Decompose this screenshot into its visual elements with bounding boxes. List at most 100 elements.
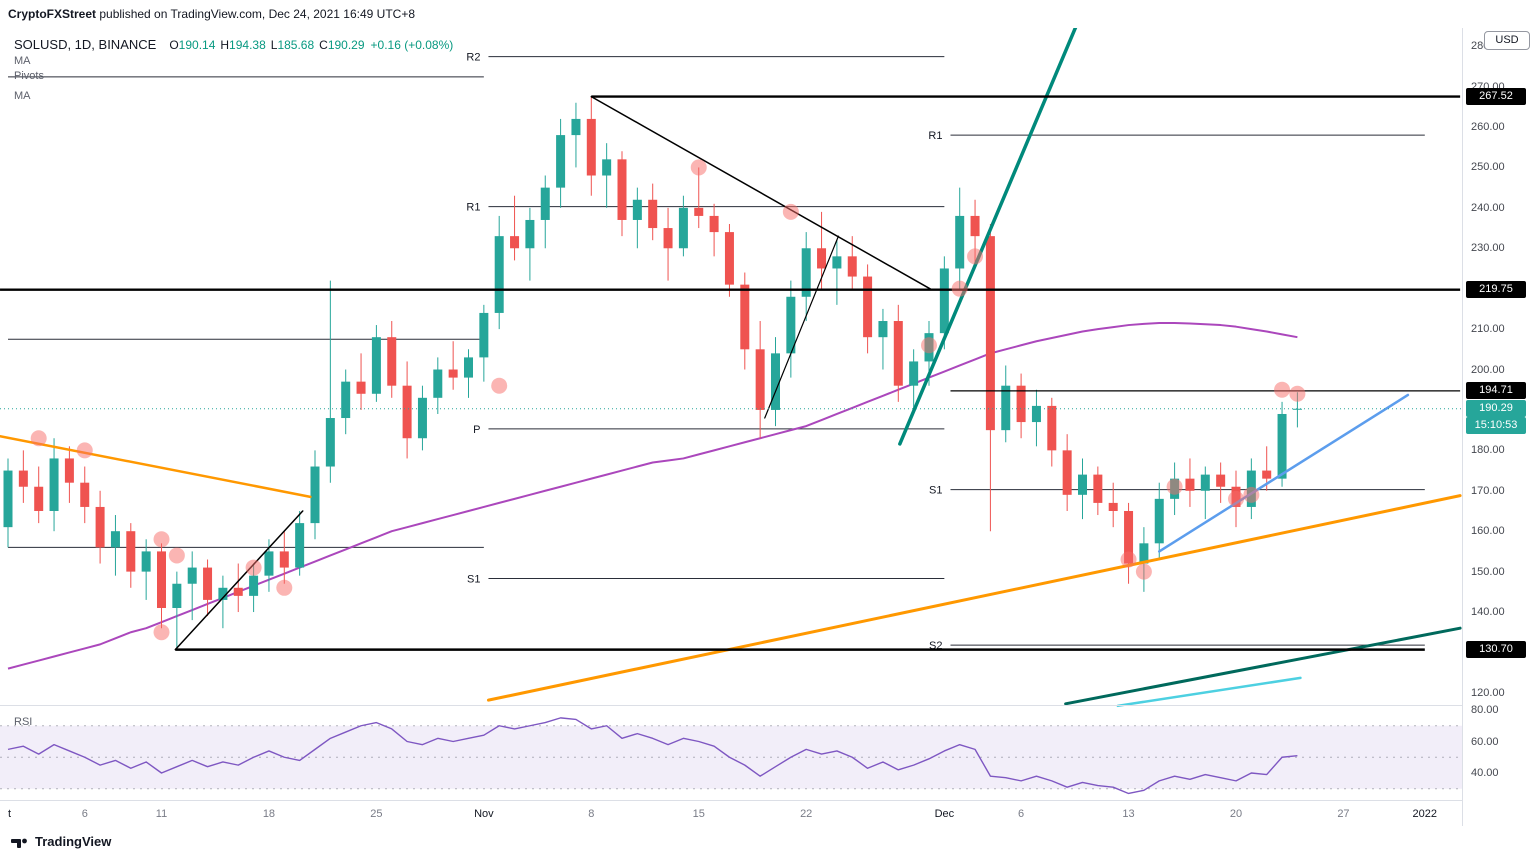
- time-tick-t: t: [8, 808, 12, 820]
- price-tick: 260.00: [1471, 121, 1505, 133]
- signal-marker: [168, 547, 185, 564]
- candle-body: [1001, 385, 1011, 431]
- pivot-label-S1: S1: [467, 573, 480, 585]
- candle-body: [755, 349, 765, 410]
- ohlc-key: L: [270, 38, 278, 52]
- indicator-label-ma2[interactable]: MA: [14, 90, 31, 102]
- candle-body: [310, 466, 320, 524]
- price-badge-130.70: 130.70: [1466, 641, 1526, 659]
- candle-body: [279, 551, 289, 568]
- trendline-darkteal[interactable]: [1064, 626, 1462, 706]
- time-axis[interactable]: t 6 11 18 25 Nov 8 15 22 Dec 6 13 20 27 2022: [0, 800, 1462, 826]
- trendline-black[interactable]: [590, 95, 932, 290]
- signal-marker: [690, 159, 707, 176]
- ohlc-key: H: [220, 38, 230, 52]
- ohlc-value: 194.38: [229, 38, 266, 52]
- rsi-tick: 60.00: [1471, 735, 1499, 748]
- ohlc-value: 190.29: [327, 38, 365, 52]
- candle-body: [724, 232, 734, 285]
- time-tick-13: 13: [1122, 808, 1135, 820]
- time-tick-Nov: Nov: [474, 808, 494, 820]
- signal-marker: [1120, 551, 1137, 568]
- price-badge-267.52: 267.52: [1466, 88, 1526, 106]
- time-tick-27: 27: [1337, 808, 1350, 820]
- pivot-label-R1: R1: [928, 130, 942, 142]
- trendline-black[interactable]: [174, 510, 304, 651]
- currency-usd-button[interactable]: USD: [1484, 31, 1530, 50]
- chart-area[interactable]: R2 R1 P S1 R1 S1 S2 SOLUSD, 1D, BINANCE O190.14…: [0, 28, 1536, 826]
- candle-body: [1093, 474, 1103, 503]
- candle-body: [510, 236, 520, 249]
- trendline-orange[interactable]: [486, 494, 1462, 702]
- candle-body: [49, 458, 59, 511]
- candle-body: [1031, 405, 1041, 423]
- ohlc-value: 185.68: [277, 38, 315, 52]
- candle-body: [203, 567, 213, 600]
- rsi-band: [0, 725, 1462, 789]
- indicator-label-pivots[interactable]: Pivots: [14, 70, 44, 82]
- candle-body: [1078, 474, 1087, 495]
- price-tick: 240.00: [1471, 201, 1505, 214]
- footer: TradingView: [0, 826, 1536, 856]
- candle-body: [817, 248, 827, 269]
- candle-body: [187, 567, 197, 584]
- candle-body: [632, 199, 642, 220]
- time-tick-22: 22: [800, 808, 813, 820]
- indicator-label-ma1[interactable]: MA: [14, 55, 31, 67]
- candle-body: [387, 337, 397, 386]
- trendline-orange[interactable]: [0, 434, 312, 499]
- signal-marker: [782, 203, 799, 220]
- price-axis[interactable]: 280.00270.00260.00250.00240.00230.00210.…: [1462, 28, 1536, 826]
- price-tick: 160.00: [1471, 525, 1505, 538]
- rsi-tick: 40.00: [1471, 767, 1499, 779]
- trendline-teal[interactable]: [898, 28, 1078, 446]
- candle-body: [786, 296, 796, 354]
- trendline-blue[interactable]: [1158, 393, 1410, 553]
- candle-body: [402, 385, 412, 439]
- trendline-cyan[interactable]: [1116, 676, 1302, 708]
- candle-body: [295, 523, 305, 568]
- candles[interactable]: [3, 96, 1302, 649]
- price-tick: 120.00: [1471, 686, 1505, 699]
- candle-body: [1262, 470, 1272, 479]
- candle-body: [126, 531, 136, 572]
- attribution-text: published on TradingView.com, Dec 24, 20…: [96, 7, 415, 21]
- price-tick: 230.00: [1471, 242, 1505, 255]
- symbol-title[interactable]: SOLUSD, 1D, BINANCE: [14, 37, 157, 52]
- price-levels[interactable]: [0, 95, 1461, 651]
- candle-body: [771, 353, 780, 410]
- candle-body: [1277, 413, 1287, 479]
- candle-body: [663, 228, 673, 249]
- time-tick-8: 8: [588, 808, 595, 820]
- candle-body: [356, 381, 366, 394]
- signal-marker: [245, 559, 262, 576]
- candle-body: [586, 118, 596, 176]
- candle-body: [540, 187, 550, 220]
- candle-body: [18, 470, 28, 487]
- rsi-tick: 80.00: [1471, 704, 1499, 716]
- signal-marker: [921, 337, 937, 354]
- indicator-label-rsi[interactable]: RSI: [14, 716, 33, 728]
- candle-body: [233, 587, 243, 596]
- rsi-pane[interactable]: [0, 717, 1462, 795]
- price-badge-194.71: 194.71: [1466, 382, 1526, 400]
- tradingview-brand[interactable]: TradingView: [35, 833, 112, 849]
- ma-line[interactable]: [7, 322, 1298, 670]
- candle-body: [801, 248, 811, 297]
- price-tick: 140.00: [1471, 606, 1505, 619]
- signal-marker: [1289, 385, 1306, 402]
- trendlines[interactable]: [0, 28, 1462, 708]
- tradingview-logo-icon[interactable]: [10, 832, 28, 850]
- time-tick-18: 18: [262, 808, 276, 820]
- candle-body: [1139, 543, 1149, 564]
- trendline-black[interactable]: [764, 235, 840, 419]
- time-tick-11: 11: [155, 808, 168, 820]
- candle-body: [602, 159, 612, 176]
- candle-body: [1154, 498, 1164, 544]
- price-tick: 210.00: [1471, 323, 1505, 336]
- pivot-label-S1: S1: [929, 485, 942, 497]
- candle-body: [249, 575, 259, 596]
- candle-body: [218, 587, 228, 600]
